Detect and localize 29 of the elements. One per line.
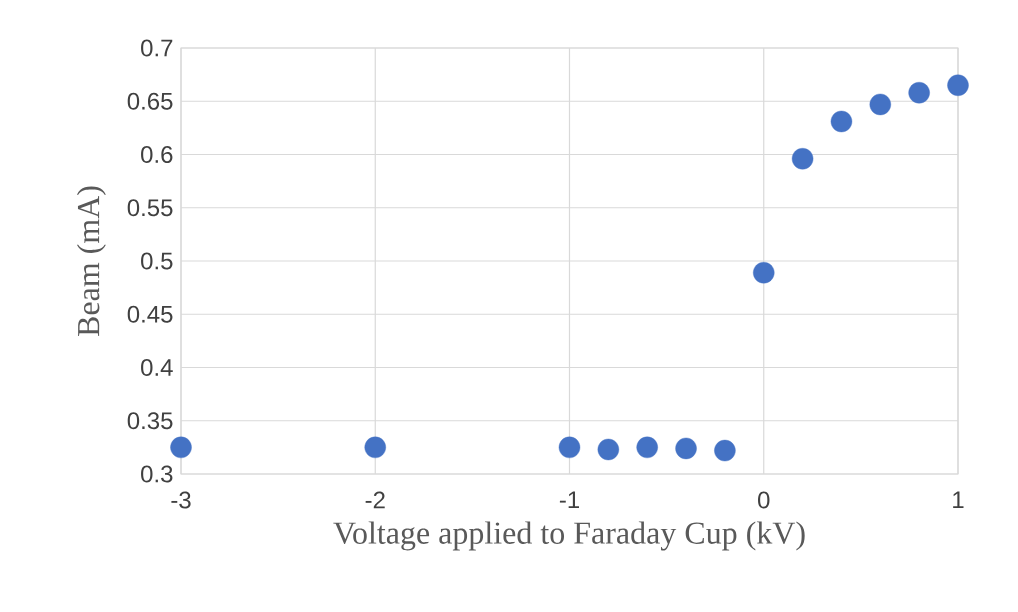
point <box>558 436 581 459</box>
y-tick-label: 0.65 <box>127 92 173 110</box>
y-tick-label: 0.6 <box>141 146 173 163</box>
y-tick-label: 0.7 <box>141 39 173 57</box>
point <box>675 437 697 460</box>
y-tick-label: 0.3 <box>141 465 173 483</box>
point <box>170 436 192 459</box>
x-axis-title: Voltage applied to Faraday Cup (kV) <box>333 521 805 551</box>
point <box>597 438 620 461</box>
x-tick-label: 0 <box>758 491 770 509</box>
point <box>947 74 969 96</box>
point <box>714 439 736 462</box>
y-tick-label: 0.4 <box>141 359 173 376</box>
point <box>869 93 891 116</box>
point <box>830 110 853 133</box>
x-tick-label: -1 <box>559 491 579 509</box>
point <box>753 262 775 284</box>
point <box>791 148 814 170</box>
x-tick-label: 1 <box>953 491 964 509</box>
y-tick-label: 0.45 <box>127 305 173 323</box>
y-tick-label: 0.55 <box>127 199 173 217</box>
y-tick-label: 0.35 <box>127 412 173 430</box>
y-tick-label: 0.5 <box>141 252 173 270</box>
x-tick-label: -2 <box>365 491 385 509</box>
x-tick-label: -3 <box>171 491 191 509</box>
y-axis-title: Beam (mA) <box>76 186 106 337</box>
point <box>364 436 386 459</box>
point <box>636 436 658 459</box>
point <box>908 82 930 104</box>
